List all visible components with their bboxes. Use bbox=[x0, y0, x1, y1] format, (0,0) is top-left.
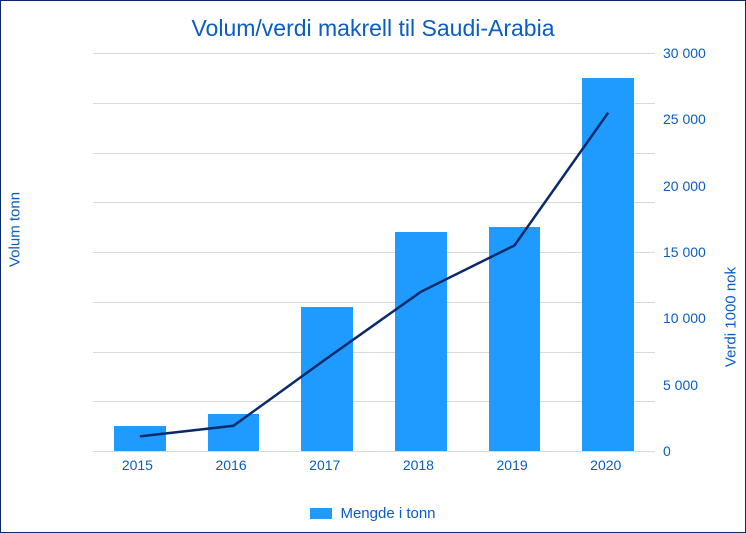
x-tick-label: 2020 bbox=[590, 457, 621, 473]
legend-swatch-icon bbox=[310, 508, 332, 519]
x-tick-label: 2018 bbox=[403, 457, 434, 473]
y2-tick-label: 0 bbox=[663, 443, 671, 459]
y2-tick-label: 25 000 bbox=[663, 111, 706, 127]
legend-label: Mengde i tonn bbox=[340, 505, 435, 522]
x-tick-label: 2017 bbox=[309, 457, 340, 473]
x-tick-label: 2019 bbox=[497, 457, 528, 473]
plot-area: 02004006008001 0001 2001 4001 600 05 000… bbox=[93, 53, 655, 451]
y2-tick-label: 30 000 bbox=[663, 45, 706, 61]
y2-tick-label: 15 000 bbox=[663, 244, 706, 260]
x-tick-label: 2016 bbox=[216, 457, 247, 473]
legend: Mengde i tonn bbox=[1, 505, 745, 522]
y2-tick-label: 10 000 bbox=[663, 310, 706, 326]
x-tick-label: 2015 bbox=[122, 457, 153, 473]
y1-axis-label: Volum tonn bbox=[7, 191, 24, 266]
chart-title: Volum/verdi makrell til Saudi-Arabia bbox=[1, 1, 745, 42]
y2-tick-label: 5 000 bbox=[663, 377, 698, 393]
y2-axis-label: Verdi 1000 nok bbox=[723, 267, 740, 367]
chart-container: Volum/verdi makrell til Saudi-Arabia Vol… bbox=[0, 0, 746, 533]
y2-tick-label: 20 000 bbox=[663, 178, 706, 194]
line-series bbox=[93, 53, 655, 451]
